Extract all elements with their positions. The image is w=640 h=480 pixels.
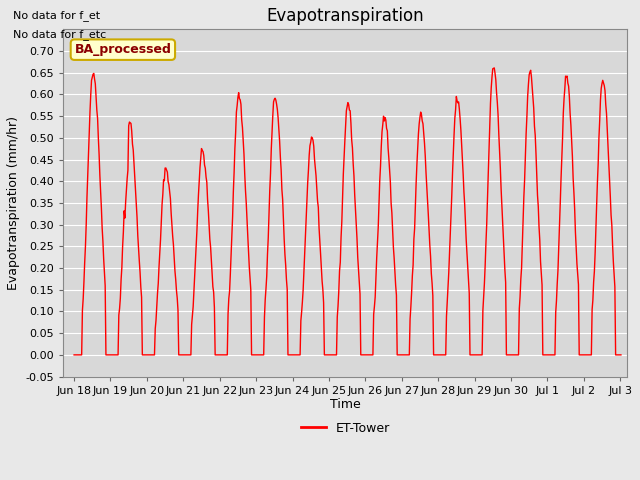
Text: No data for f_et: No data for f_et	[13, 10, 100, 21]
Text: No data for f_etc: No data for f_etc	[13, 29, 106, 40]
Text: BA_processed: BA_processed	[74, 43, 172, 56]
Title: Evapotranspiration: Evapotranspiration	[266, 7, 424, 25]
Legend: ET-Tower: ET-Tower	[296, 417, 395, 440]
X-axis label: Time: Time	[330, 398, 361, 411]
Y-axis label: Evapotranspiration (mm/hr): Evapotranspiration (mm/hr)	[7, 116, 20, 290]
